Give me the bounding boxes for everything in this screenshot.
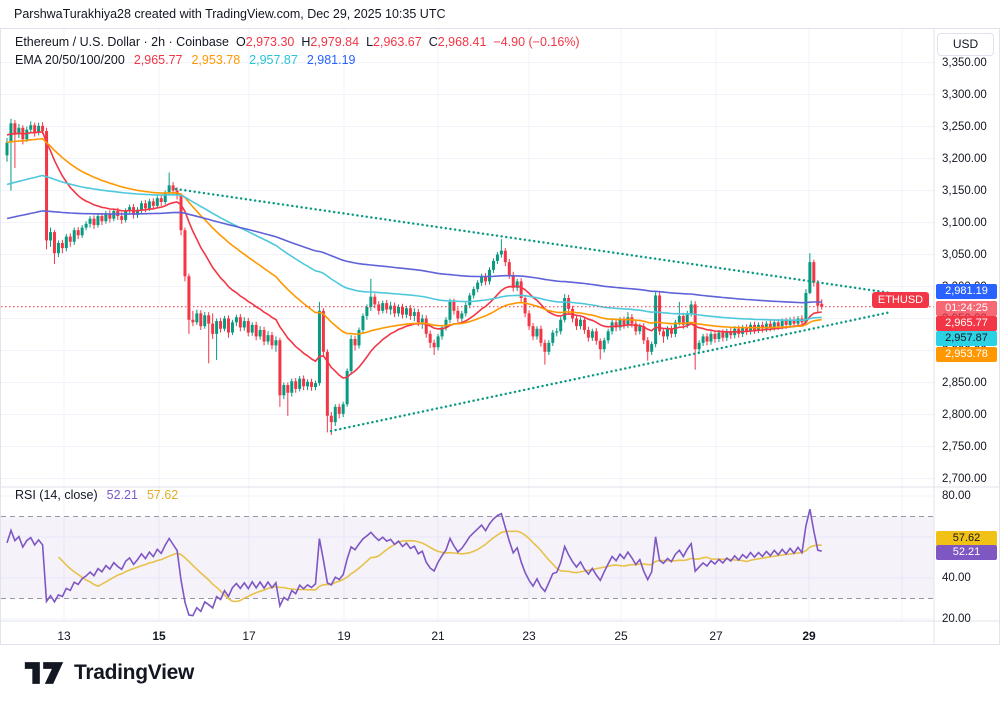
time-tick-label: 17 <box>242 629 256 643</box>
price-axis-label: 2,953.78 <box>936 346 997 362</box>
ohlc-high-value: 2,979.84 <box>310 35 360 49</box>
price-tick-label: 3,200.00 <box>942 152 987 165</box>
time-tick-label: 29 <box>802 629 816 643</box>
price-tick-label: 3,050.00 <box>942 248 987 261</box>
ohlc-high-key: H <box>301 35 311 49</box>
time-tick-label: 15 <box>152 629 166 643</box>
time-tick-label: 21 <box>431 629 445 643</box>
price-tick-label: 3,300.00 <box>942 88 987 101</box>
ema100-value: 2,957.87 <box>249 53 298 67</box>
ohlc-close-key: C <box>428 35 438 49</box>
time-tick-label: 13 <box>57 629 71 643</box>
ema-legend-row: EMA 20/50/100/200 2,965.77 2,953.78 2,957.8… <box>15 51 580 69</box>
time-tick-label: 19 <box>337 629 351 643</box>
symbol-title[interactable]: Ethereum / U.S. Dollar · 2h · Coinbase <box>15 35 229 49</box>
rsi-legend-title: RSI (14, close) <box>15 488 98 502</box>
currency-button[interactable]: USD <box>937 33 994 56</box>
chart-canvas[interactable] <box>1 29 1000 644</box>
price-axis-label: 2,957.87 <box>936 331 997 346</box>
rsi-tick-label: 20.00 <box>942 613 971 625</box>
rsi-ma-value: 57.62 <box>146 488 179 502</box>
ema-legend-title: EMA 20/50/100/200 <box>15 53 125 67</box>
price-tick-label: 3,150.00 <box>942 184 987 197</box>
ema50-value: 2,953.78 <box>191 53 241 67</box>
attribution-text: ParshwaTurakhiya28 created with TradingV… <box>14 7 446 21</box>
tradingview-brand-text[interactable]: TradingView <box>74 661 195 684</box>
price-tick-label: 3,100.00 <box>942 216 987 229</box>
change-value: −4.90 (−0.16%) <box>493 35 580 49</box>
price-tick-label: 2,850.00 <box>942 376 987 389</box>
time-tick-label: 25 <box>614 629 628 643</box>
price-axis-label: 01:24:25 <box>936 300 997 316</box>
rsi-axis-label: 52.21 <box>936 544 997 560</box>
chart-widget: Ethereum / U.S. Dollar · 2h · Coinbase O2… <box>0 28 1000 645</box>
price-tick-label: 3,250.00 <box>942 120 987 133</box>
rsi-tick-label: 40.00 <box>942 572 971 584</box>
symbol-legend-row: Ethereum / U.S. Dollar · 2h · Coinbase O2… <box>15 33 580 51</box>
tradingview-logo-icon <box>24 662 64 684</box>
time-tick-label: 27 <box>709 629 723 643</box>
ohlc-open-value: 2,973.30 <box>245 35 295 49</box>
ema200-value: 2,981.19 <box>306 53 356 67</box>
ohlc-close-value: 2,968.41 <box>437 35 487 49</box>
ema20-value: 2,965.77 <box>133 53 183 67</box>
price-axis-label: 2,965.77 <box>936 315 997 331</box>
time-tick-label: 23 <box>522 629 536 643</box>
rsi-axis-label: 57.62 <box>936 530 997 546</box>
rsi-legend: RSI (14, close) 52.21 57.62 <box>15 488 178 502</box>
chart-legend: Ethereum / U.S. Dollar · 2h · Coinbase O2… <box>15 33 580 69</box>
ohlc-low-value: 2,963.67 <box>373 35 422 49</box>
price-tick-label: 2,700.00 <box>942 472 987 485</box>
symbol-price-tag: ETHUSD <box>872 292 929 308</box>
rsi-tick-label: 80.00 <box>942 490 971 502</box>
footer: TradingView <box>0 645 1000 701</box>
price-axis-label: 2,981.19 <box>936 283 997 299</box>
price-tick-label: 2,800.00 <box>942 408 987 421</box>
ohlc-open-key: O <box>235 35 246 49</box>
ohlc-low-key: L <box>366 35 374 49</box>
price-tick-label: 2,750.00 <box>942 440 987 453</box>
price-tick-label: 3,350.00 <box>942 56 987 69</box>
rsi-value: 52.21 <box>106 488 138 502</box>
